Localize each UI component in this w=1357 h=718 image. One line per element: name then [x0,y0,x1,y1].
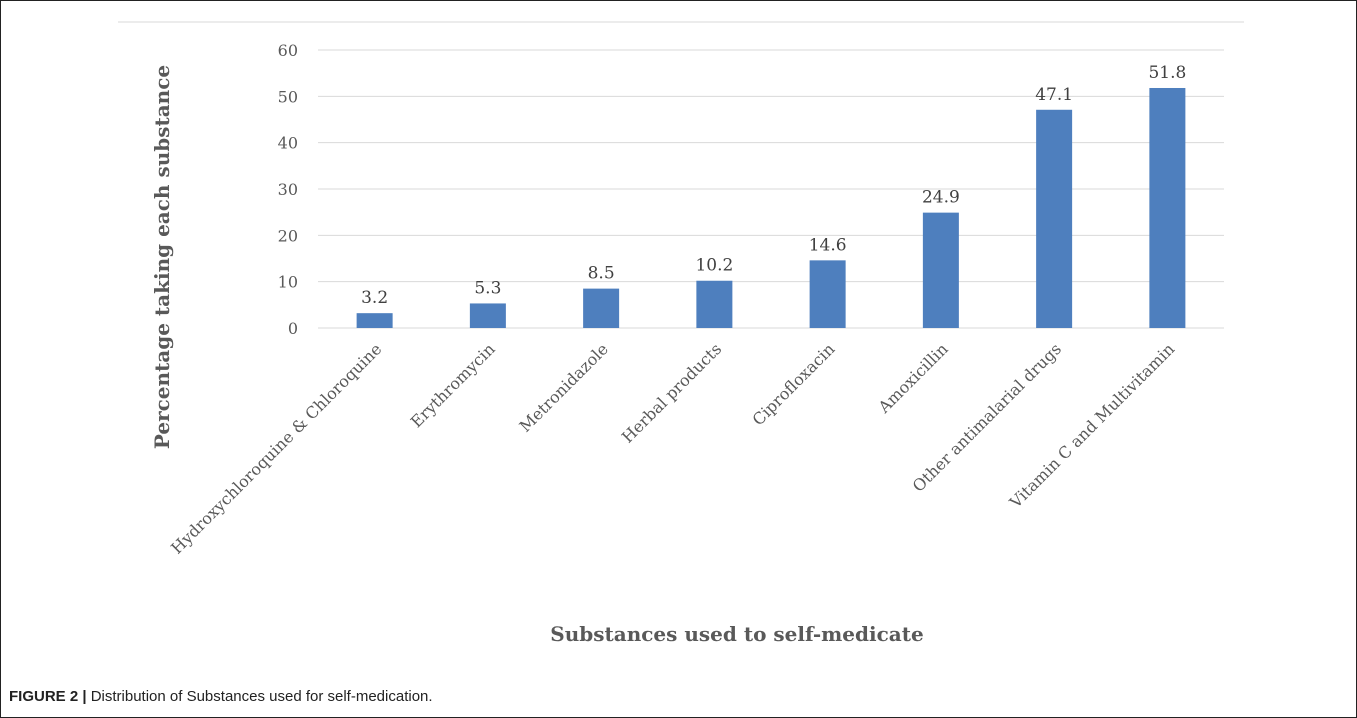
bar [583,288,620,328]
bar [922,212,959,328]
y-tick-label: 60 [278,41,298,60]
x-axis-categories: Hydroxychloroquine & Chloroquine Erythrom… [167,339,1178,557]
gridlines [318,49,1224,329]
data-label: 8.5 [588,264,615,284]
caption-label: FIGURE 2 | [9,688,87,705]
figure-caption: FIGURE 2 | Distribution of Substances us… [9,688,433,705]
data-label: 51.8 [1148,63,1186,83]
x-category-label: Ciprofloxacin [749,339,839,429]
caption-text: Distribution of Substances used for self… [86,688,433,705]
x-category-label: Erythromycin [407,339,499,431]
y-tick-label: 10 [278,273,298,292]
data-label: 5.3 [474,278,501,298]
bar [1149,87,1186,328]
y-tick-label: 30 [278,180,298,199]
y-axis-title: Percentage taking each substance [150,65,174,449]
y-tick-label: 0 [288,319,298,338]
x-category-label: Metronidazole [515,339,611,435]
y-axis-ticks: 0 10 20 30 40 50 60 [278,41,298,338]
data-label: 47.1 [1035,85,1073,105]
bar [1036,109,1073,329]
bar [696,280,733,328]
data-labels: 3.2 5.3 8.5 10.2 14.6 24.9 47.1 51.8 [361,63,1186,308]
x-category-label: Hydroxychloroquine & Chloroquine [167,339,385,557]
bar [356,313,393,328]
bars [356,87,1186,329]
data-label: 10.2 [695,256,733,276]
y-tick-label: 50 [278,87,298,106]
x-axis-title: Substances used to self-medicate [550,622,923,646]
bar [469,303,506,328]
x-category-label: Herbal products [618,339,725,446]
data-label: 24.9 [922,188,960,208]
x-category-label: Amoxicillin [874,339,952,417]
y-tick-label: 20 [278,226,298,245]
bar [809,260,846,328]
data-label: 3.2 [361,288,388,308]
data-label: 14.6 [809,235,847,255]
y-tick-label: 40 [278,134,298,153]
